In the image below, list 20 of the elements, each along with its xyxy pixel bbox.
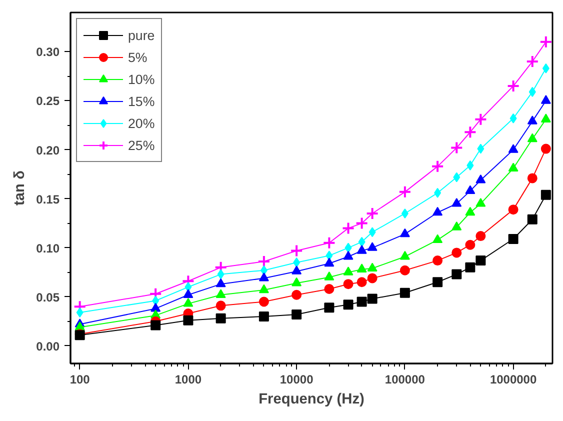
y-tick-label: 0.25 — [36, 94, 60, 108]
y-axis-title: tan δ — [12, 170, 28, 206]
x-tick-label: 10000 — [280, 372, 314, 386]
y-tick-label: 0.10 — [36, 241, 60, 256]
x-tick-label: 1000000 — [490, 372, 537, 386]
x-tick-label: 100 — [70, 372, 90, 386]
y-tick-label: 0.30 — [36, 45, 60, 60]
y-tick-label: 0.20 — [36, 143, 60, 158]
legend-label: 20% — [128, 116, 155, 130]
legend-label: 25% — [128, 138, 155, 152]
x-tick-label: 100000 — [384, 372, 426, 386]
x-axis-title: Frequency (Hz) — [258, 392, 365, 408]
legend-label: 10% — [128, 72, 155, 86]
legend-label: 5% — [128, 50, 148, 64]
legend-label: 15% — [128, 94, 155, 108]
y-tick-label: 0.15 — [36, 192, 60, 206]
legend-label: pure — [128, 28, 155, 42]
y-tick-label: 0.00 — [36, 339, 60, 354]
x-tick-label: 1000 — [174, 372, 202, 386]
y-tick-label: 0.05 — [36, 290, 60, 304]
